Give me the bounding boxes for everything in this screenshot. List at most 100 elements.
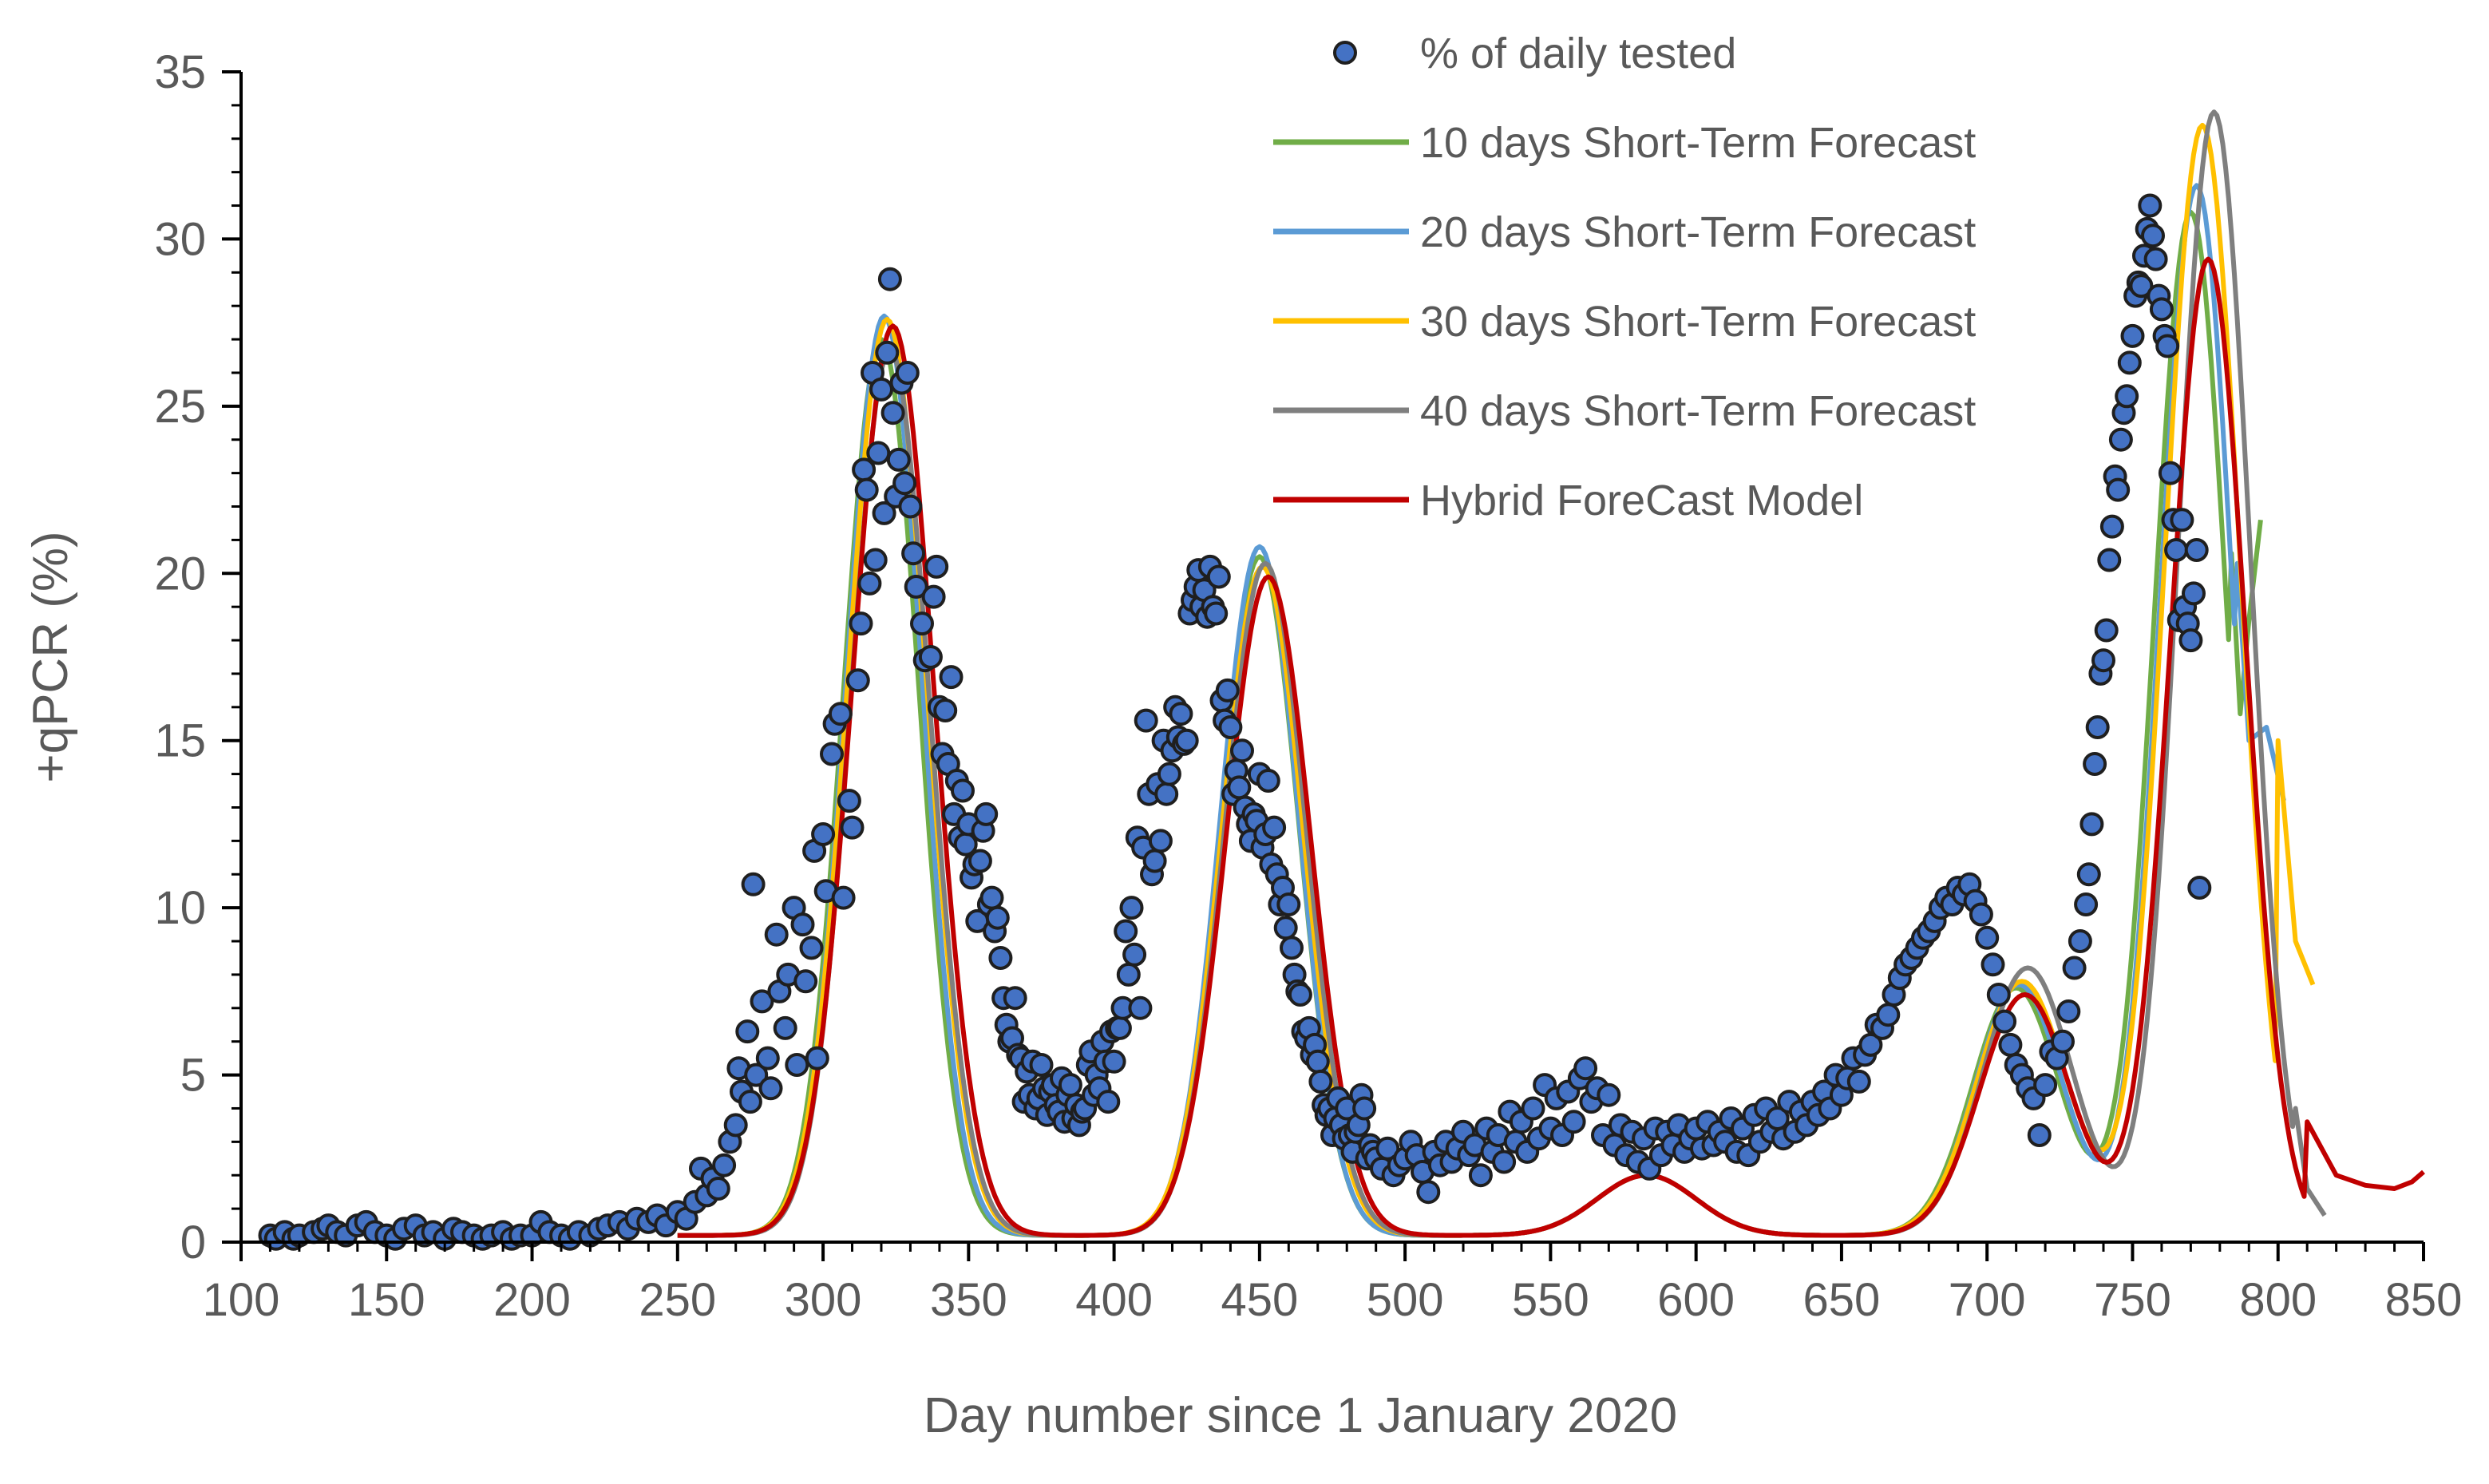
y-tick-label: 5 <box>180 1050 206 1102</box>
scatter-point <box>793 969 818 994</box>
scatter-point <box>924 554 949 579</box>
scatter-point <box>2083 752 2107 776</box>
scatter-point <box>1122 942 1147 967</box>
scatter-point <box>2106 477 2131 502</box>
x-tick-label: 400 <box>1075 1274 1153 1326</box>
scatter-point <box>1969 902 1993 927</box>
scatter-point <box>2138 193 2163 218</box>
scatter-point <box>892 471 917 496</box>
scatter-point <box>785 1053 809 1077</box>
scatter-points-layer <box>258 193 2212 1251</box>
scatter-point <box>1114 919 1138 944</box>
scatter-point <box>831 885 856 910</box>
scatter-point <box>1276 892 1301 916</box>
scatter-point <box>845 668 870 693</box>
scatter-point <box>2085 715 2110 739</box>
y-tick-label: 25 <box>154 381 206 433</box>
series-line-5 <box>677 256 2425 1238</box>
scatter-point <box>974 801 999 826</box>
y-tick-label: 35 <box>154 46 206 98</box>
scatter-point <box>750 989 774 1014</box>
scatter-point <box>773 1015 797 1040</box>
x-tick-label: 350 <box>930 1274 1007 1326</box>
scatter-point <box>1215 678 1240 702</box>
scatter-point <box>2164 538 2189 562</box>
scatter-point <box>1102 1049 1126 1074</box>
scatter-point <box>820 742 844 766</box>
scatter-point <box>1597 1082 1621 1107</box>
scatter-point <box>2027 1123 2052 1147</box>
scatter-point <box>1128 995 1153 1020</box>
scatter-point <box>764 922 789 947</box>
scatter-point <box>872 501 896 525</box>
scatter-point <box>2120 323 2145 348</box>
scatter-point <box>2099 514 2124 539</box>
x-tick-label: 850 <box>2385 1274 2463 1326</box>
scatter-point <box>2051 1029 2075 1054</box>
scatter-point <box>1573 1056 1598 1081</box>
scatter-point <box>712 1153 737 1177</box>
scatter-point <box>985 905 1010 930</box>
scatter-point <box>1116 962 1141 987</box>
scatter-point <box>790 912 815 937</box>
scatter-point <box>1096 1090 1121 1114</box>
scatter-point <box>2187 876 2212 900</box>
scatter-point <box>951 778 975 803</box>
scatter-point <box>880 401 905 425</box>
scatter-point <box>1154 782 1179 806</box>
scatter-point <box>2178 628 2203 653</box>
scatter-point <box>1992 1009 2017 1034</box>
scatter-point <box>2094 618 2119 643</box>
scatter-point <box>1206 564 1231 589</box>
scatter-point <box>1256 769 1280 793</box>
axes-layer <box>239 72 2424 1244</box>
scatter-point <box>863 548 888 572</box>
scatter-point <box>811 822 836 846</box>
scatter-point <box>2117 350 2142 375</box>
scatter-point <box>706 1177 730 1201</box>
x-tick-label: 800 <box>2239 1274 2317 1326</box>
scatter-point <box>840 815 865 840</box>
scatter-point <box>886 447 911 472</box>
scatter-point <box>1846 1069 1871 1094</box>
scatter-point <box>1975 925 2000 950</box>
scatter-point <box>1230 738 1254 763</box>
scatter-point <box>723 1113 748 1138</box>
scatter-point <box>2184 538 2209 562</box>
legend-label: 10 days Short-Term Forecast <box>1420 119 1976 167</box>
scatter-point <box>1204 601 1229 626</box>
scatter-point <box>2149 297 2174 322</box>
scatter-point <box>849 611 873 636</box>
scatter-point <box>857 571 882 596</box>
scatter-point <box>1308 1069 1333 1094</box>
scatter-point <box>869 377 893 402</box>
x-tick-label: 450 <box>1221 1274 1298 1326</box>
scatter-point <box>1561 1110 1586 1134</box>
scatter-point <box>1998 1032 2023 1057</box>
scatter-point <box>2033 1073 2058 1098</box>
scatter-point <box>2158 461 2182 485</box>
x-tick-label: 750 <box>2094 1274 2171 1326</box>
scatter-point <box>2074 892 2099 916</box>
y-tick-label: 10 <box>154 882 206 934</box>
scatter-point <box>828 702 853 726</box>
scatter-point <box>2091 648 2115 673</box>
scatter-point <box>744 1063 769 1087</box>
scatter-point <box>2062 956 2087 980</box>
scatter-point <box>875 340 900 365</box>
y-tick-label: 15 <box>154 715 206 767</box>
scatter-point <box>898 494 923 519</box>
legend-marker-scatter <box>1333 41 1357 65</box>
legend-label: Hybrid ForeCast Model <box>1420 477 1863 524</box>
scatter-point <box>837 789 861 813</box>
y-tick-label: 20 <box>154 548 206 600</box>
y-tick-label: 30 <box>154 213 206 265</box>
scatter-point <box>988 946 1013 970</box>
scatter-point <box>1375 1136 1400 1161</box>
scatter-point <box>866 441 891 465</box>
scatter-point <box>901 541 926 566</box>
x-tick-label: 650 <box>1803 1274 1881 1326</box>
scatter-point <box>738 1090 762 1114</box>
